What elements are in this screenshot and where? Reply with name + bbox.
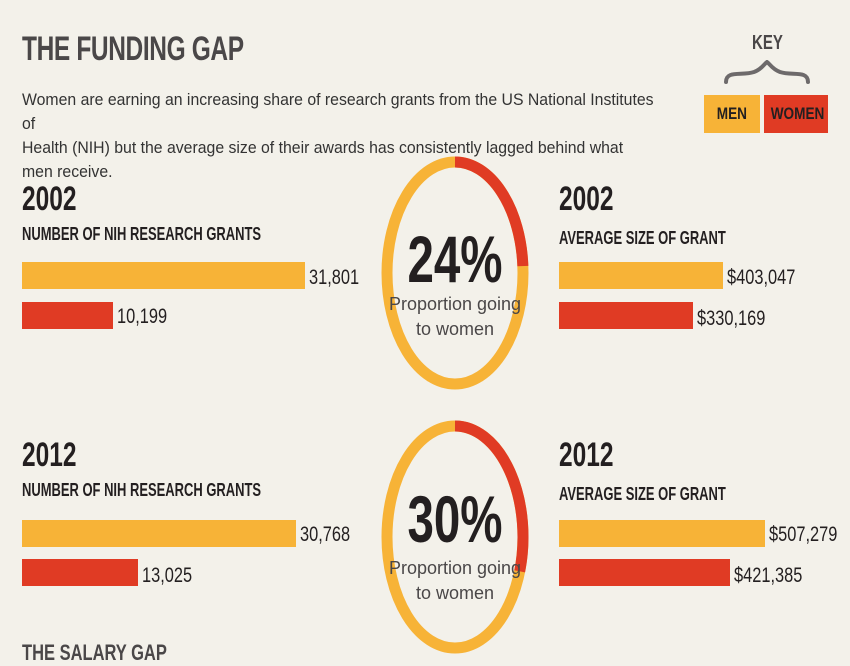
grants-2002-year: 2002 (22, 180, 77, 218)
bar-2012-grants-men (22, 520, 296, 547)
ring-2012: 30% Proportion going to women (381, 420, 529, 654)
page-title: THE FUNDING GAP (22, 30, 244, 68)
ring-2012-caption-2: to women (416, 583, 494, 603)
bar-2002-grants-men (22, 262, 305, 289)
intro-line-1: Women are earning an increasing share of… (22, 90, 654, 133)
bar-2002-grants-women (22, 302, 113, 329)
bar-2012-grants-women (22, 559, 138, 586)
label-2012-size-men: $507,279 (769, 523, 838, 546)
label-2012-grants-men: 30,768 (300, 523, 351, 546)
next-section-title: THE SALARY GAP (22, 640, 167, 665)
label-2002-grants-women: 10,199 (117, 305, 168, 328)
intro-line-2: Health (NIH) but the average size of the… (22, 138, 624, 181)
grants-2002-subtitle: NUMBER OF NIH RESEARCH GRANTS (22, 224, 262, 244)
brace-icon (724, 60, 810, 84)
label-2012-size-women: $421,385 (734, 564, 803, 587)
bar-2002-size-women (559, 302, 693, 329)
key-title: KEY (752, 32, 783, 54)
size-2012-subtitle: AVERAGE SIZE OF GRANT (559, 484, 726, 504)
key-men-label: MEN (716, 104, 748, 123)
grants-2012-year: 2012 (22, 436, 77, 474)
ring-2012-women-slice (454, 420, 529, 573)
label-2002-size-men: $403,047 (727, 266, 796, 289)
key-women-label: WOMEN (770, 104, 825, 123)
ring-2002-caption-2: to women (416, 319, 494, 339)
size-2002-year: 2002 (559, 180, 614, 218)
bar-2012-size-women (559, 559, 730, 586)
bar-2012-size-men (559, 520, 765, 547)
ring-2002-caption-1: Proportion going (389, 294, 521, 314)
ring-2012-caption-1: Proportion going (389, 558, 521, 578)
label-2002-size-women: $330,169 (697, 307, 766, 330)
label-2012-grants-women: 13,025 (142, 564, 193, 587)
ring-2002-percent: 24% (407, 223, 502, 296)
key-women-swatch: WOMEN (764, 95, 828, 133)
label-2002-grants-men: 31,801 (309, 266, 360, 289)
ring-2012-percent: 30% (407, 483, 502, 556)
ring-2002-women-slice (454, 156, 529, 267)
grants-2012-subtitle: NUMBER OF NIH RESEARCH GRANTS (22, 480, 262, 500)
bar-2002-size-men (559, 262, 723, 289)
size-2012-year: 2012 (559, 436, 614, 474)
key-men-swatch: MEN (704, 95, 760, 133)
intro-text: Women are earning an increasing share of… (22, 88, 654, 184)
ring-2002: 24% Proportion going to women (381, 156, 529, 390)
size-2002-subtitle: AVERAGE SIZE OF GRANT (559, 228, 726, 248)
